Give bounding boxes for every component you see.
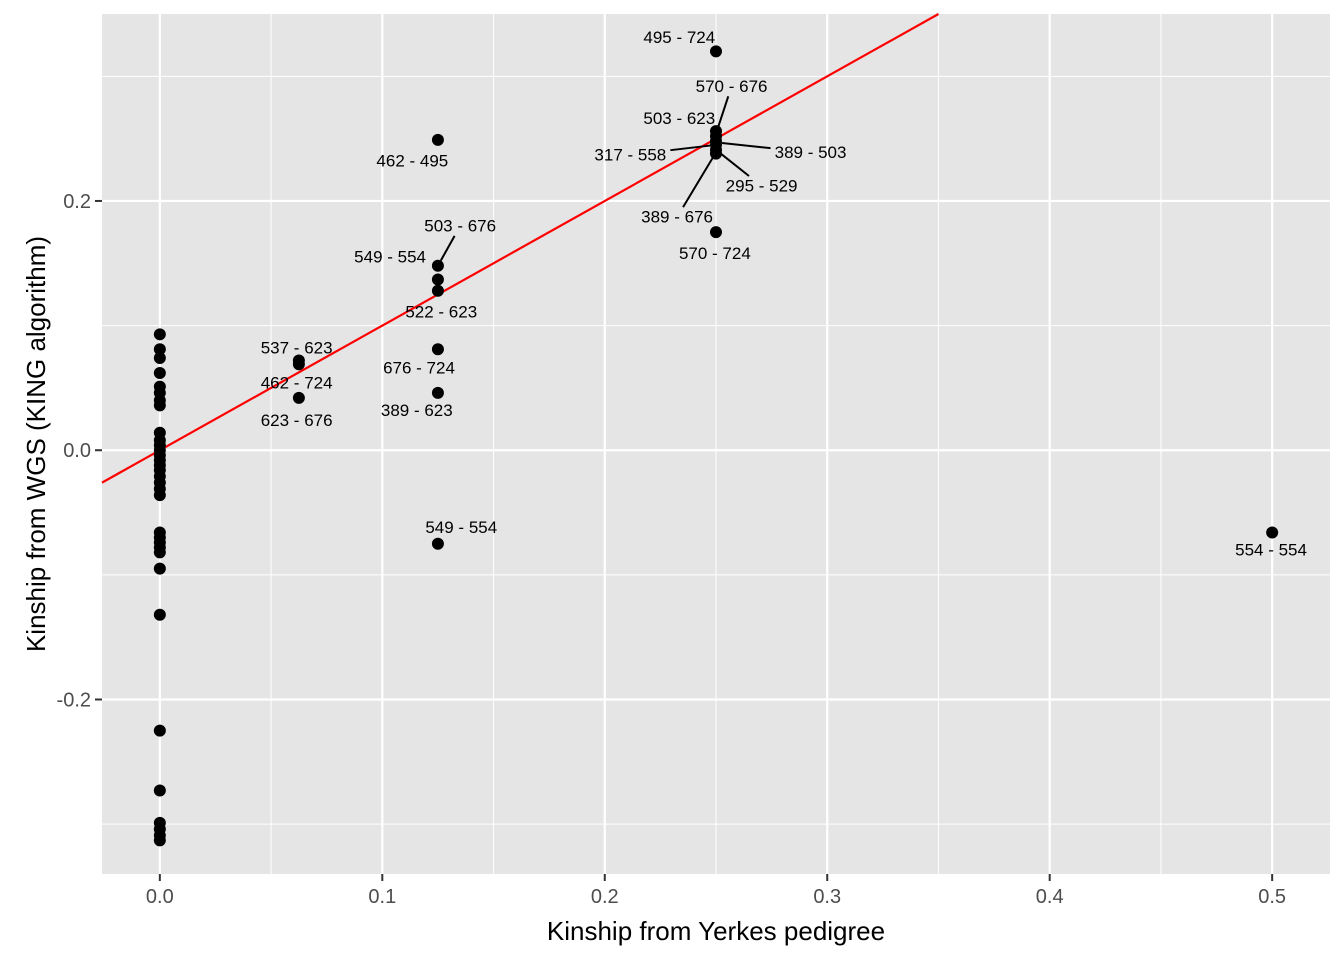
point-label: 549 - 554 xyxy=(354,248,426,267)
data-point xyxy=(431,133,444,146)
x-tick-label: 0.4 xyxy=(1036,886,1064,908)
data-point xyxy=(153,562,166,575)
point-label: 676 - 724 xyxy=(383,358,455,377)
label-leader xyxy=(716,95,730,129)
label-leader xyxy=(721,142,771,150)
label-leaders xyxy=(439,95,771,262)
point-labels: 495 - 724 570 - 676 503 - 623 389 - 503 317 … xyxy=(261,28,1307,559)
point-label: 495 - 724 xyxy=(643,28,715,47)
data-point xyxy=(153,724,166,737)
point-label: 522 - 623 xyxy=(405,302,477,321)
data-point xyxy=(153,489,166,502)
data-point xyxy=(292,358,305,371)
data-point xyxy=(431,343,444,356)
data-point xyxy=(431,273,444,286)
label-leader xyxy=(670,144,711,152)
data-point xyxy=(153,608,166,621)
x-axis: 0.0 0.1 0.2 0.3 0.4 0.5 xyxy=(146,874,1286,908)
data-point xyxy=(153,784,166,797)
data-point xyxy=(153,366,166,379)
data-point xyxy=(153,834,166,847)
data-point xyxy=(292,391,305,404)
x-axis-title: Kinship from Yerkes pedigree xyxy=(547,916,885,946)
x-tick-label: 0.5 xyxy=(1258,886,1286,908)
point-label: 623 - 676 xyxy=(261,411,333,430)
y-axis: -0.2 0.0 0.2 xyxy=(57,191,102,712)
y-tick-label: -0.2 xyxy=(57,690,91,712)
point-label: 549 - 554 xyxy=(425,518,497,537)
point-label: 389 - 503 xyxy=(775,143,847,162)
point-label: 554 - 554 xyxy=(1235,540,1307,559)
data-point xyxy=(710,226,722,239)
data-point xyxy=(431,259,444,272)
data-point xyxy=(153,328,166,341)
point-label: 503 - 676 xyxy=(424,216,496,235)
point-label: 503 - 623 xyxy=(643,109,715,128)
data-point xyxy=(431,537,444,550)
x-tick-label: 0.0 xyxy=(146,886,174,908)
y-axis-title: Kinship from WGS (KING algorithm) xyxy=(21,236,51,652)
data-point xyxy=(153,343,166,356)
data-point xyxy=(153,352,166,364)
data-point xyxy=(710,45,722,58)
label-leader xyxy=(720,152,750,177)
point-label: 462 - 724 xyxy=(261,373,333,392)
x-tick-label: 0.2 xyxy=(591,886,619,908)
point-label: 537 - 623 xyxy=(261,339,333,358)
data-point xyxy=(710,147,722,160)
label-leader xyxy=(682,156,714,208)
point-label: 317 - 558 xyxy=(594,145,666,164)
data-point xyxy=(431,386,444,399)
point-label: 570 - 676 xyxy=(696,77,768,96)
point-label: 389 - 623 xyxy=(381,401,453,420)
point-label: 295 - 529 xyxy=(726,177,798,196)
point-label: 462 - 495 xyxy=(376,152,448,171)
data-point xyxy=(431,284,444,297)
y-tick-label: 0.2 xyxy=(63,191,91,213)
points-layer xyxy=(153,45,1279,847)
data-point xyxy=(1266,526,1279,539)
fit-line xyxy=(101,13,940,484)
data-point xyxy=(153,546,166,559)
y-tick-label: 0.0 xyxy=(63,440,91,462)
point-label: 570 - 724 xyxy=(679,244,751,263)
point-label: 389 - 676 xyxy=(641,208,713,227)
x-tick-label: 0.3 xyxy=(813,886,841,908)
data-point xyxy=(153,399,166,412)
fit-line-layer xyxy=(101,13,940,484)
x-tick-label: 0.1 xyxy=(368,886,396,908)
label-leader xyxy=(439,235,456,262)
